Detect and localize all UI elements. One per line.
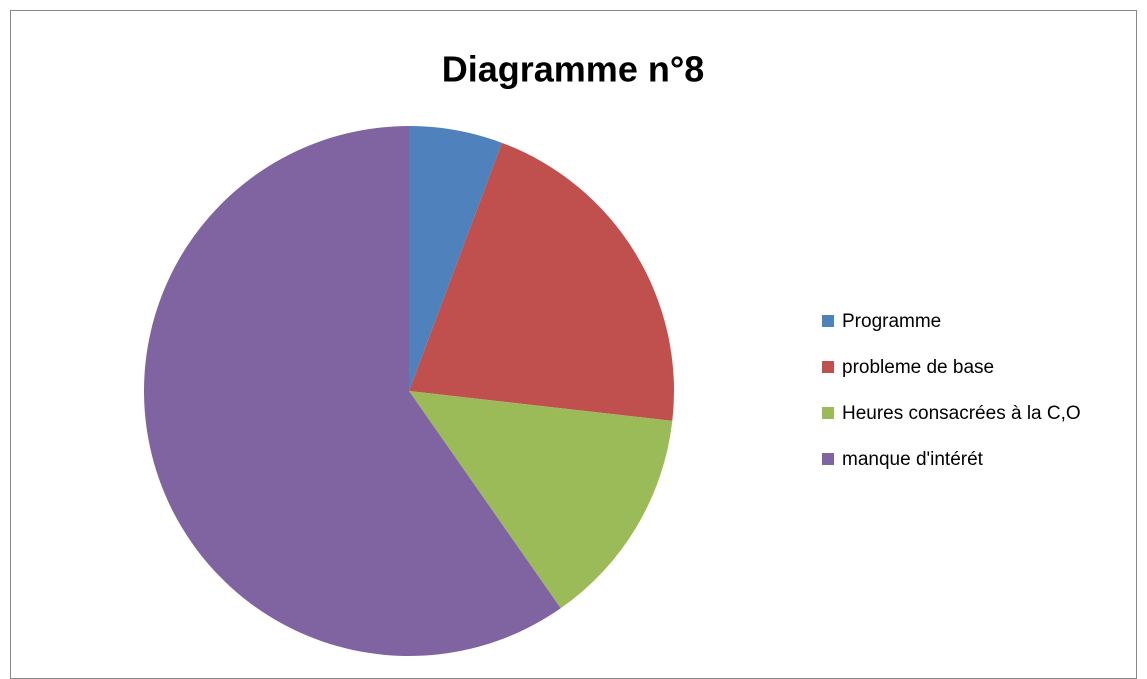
pie-slice [144, 126, 561, 656]
legend-label: Heures consacrées à la C,O [842, 403, 1081, 424]
pie-slice [409, 126, 502, 391]
pie-slice [409, 142, 674, 421]
pie-slice [409, 391, 673, 609]
legend-swatch [822, 315, 834, 327]
legend-swatch [822, 453, 834, 465]
chart-title: Diagramme n°8 [442, 49, 705, 90]
legend-label: manque d'intérét [842, 449, 984, 470]
legend-swatch [822, 407, 834, 419]
legend-label: probleme de base [842, 357, 994, 378]
legend-label: Programme [842, 311, 941, 332]
legend-swatch [822, 361, 834, 373]
